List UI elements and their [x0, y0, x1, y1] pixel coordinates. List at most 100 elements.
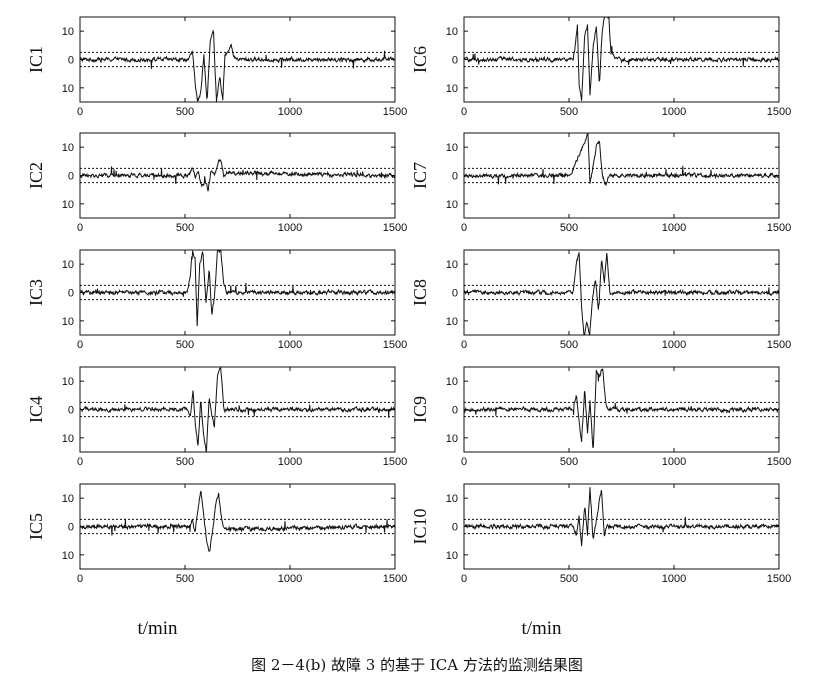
y-tick-label: 0 [452, 171, 458, 183]
series-line [464, 487, 779, 547]
series-line [464, 368, 779, 449]
y-tick-label: 10 [446, 316, 458, 328]
y-tick-label: 10 [446, 433, 458, 445]
y-tick-label: 0 [68, 405, 74, 417]
x-tick-label: 1500 [767, 222, 791, 234]
x-tick-label: 500 [560, 106, 578, 118]
x-tick-label: 500 [176, 222, 194, 234]
y-tick-label: 10 [62, 259, 74, 271]
x-tick-label: 0 [77, 456, 83, 468]
x-tick-label: 0 [461, 573, 467, 585]
x-tick-label: 1500 [383, 456, 407, 468]
x-tick-label: 0 [77, 222, 83, 234]
series-line [80, 367, 395, 452]
x-tick-label: 0 [461, 106, 467, 118]
y-tick-label: 10 [62, 199, 74, 211]
x-tick-label: 1000 [278, 456, 302, 468]
x-tick-label: 1000 [662, 106, 686, 118]
y-tick-label: 0 [452, 522, 458, 534]
x-tick-label: 500 [176, 573, 194, 585]
y-axis-label: IC2 [26, 162, 46, 189]
series-line [80, 250, 395, 327]
x-tick-label: 1000 [278, 339, 302, 351]
y-tick-label: 0 [452, 55, 458, 67]
x-tick-label: 1500 [383, 339, 407, 351]
x-tick-label: 1000 [662, 222, 686, 234]
axes-frame [463, 483, 780, 570]
x-tick-label: 1500 [383, 106, 407, 118]
x-tick-label: 0 [461, 456, 467, 468]
y-tick-label: 10 [62, 433, 74, 445]
series-line [464, 17, 779, 101]
y-axis-label: IC3 [26, 279, 46, 306]
x-tick-label: 0 [461, 339, 467, 351]
y-tick-label: 10 [62, 376, 74, 388]
x-tick-label: 1500 [767, 456, 791, 468]
series-line [80, 29, 395, 102]
x-tick-label: 0 [77, 339, 83, 351]
y-axis-label: IC1 [26, 46, 46, 73]
series-line [80, 490, 395, 552]
x-tick-label: 0 [461, 222, 467, 234]
x-tick-label: 1000 [278, 222, 302, 234]
y-tick-label: 10 [446, 199, 458, 211]
y-tick-label: 0 [68, 522, 74, 534]
x-tick-label: 500 [176, 106, 194, 118]
x-tick-label: 500 [560, 339, 578, 351]
x-tick-label: 500 [560, 573, 578, 585]
x-tick-label: 0 [77, 573, 83, 585]
y-tick-label: 10 [446, 26, 458, 38]
x-tick-label: 500 [560, 456, 578, 468]
y-tick-label: 10 [62, 493, 74, 505]
y-tick-label: 10 [62, 26, 74, 38]
series-line [464, 133, 779, 187]
y-tick-label: 10 [446, 142, 458, 154]
y-tick-label: 0 [68, 171, 74, 183]
x-tick-label: 500 [176, 339, 194, 351]
y-axis-label: IC10 [410, 509, 430, 545]
y-tick-label: 10 [446, 376, 458, 388]
x-tick-label: 1500 [767, 573, 791, 585]
x-axis-label: t/min [521, 618, 562, 639]
x-tick-label: 1000 [662, 573, 686, 585]
x-tick-label: 1000 [662, 456, 686, 468]
y-tick-label: 0 [452, 288, 458, 300]
x-tick-label: 1000 [278, 573, 302, 585]
y-tick-label: 10 [62, 83, 74, 95]
series-line [464, 252, 779, 335]
y-tick-label: 10 [62, 316, 74, 328]
x-tick-label: 1500 [767, 106, 791, 118]
x-tick-label: 1500 [767, 339, 791, 351]
y-tick-label: 10 [446, 550, 458, 562]
y-tick-label: 10 [62, 550, 74, 562]
y-axis-label: IC8 [410, 279, 430, 306]
x-tick-label: 1000 [278, 106, 302, 118]
figure-caption: 图 2－4(b) 故障 3 的基于 ICA 方法的监测结果图 [251, 656, 583, 674]
y-axis-label: IC9 [410, 396, 430, 423]
x-tick-label: 500 [176, 456, 194, 468]
x-tick-label: 0 [77, 106, 83, 118]
y-axis-label: IC7 [410, 162, 430, 189]
y-axis-label: IC6 [410, 46, 430, 73]
y-tick-label: 0 [452, 405, 458, 417]
y-tick-label: 10 [62, 142, 74, 154]
y-tick-label: 10 [446, 259, 458, 271]
x-axis-label: t/min [137, 618, 178, 639]
series-line [80, 158, 395, 192]
y-axis-label: IC4 [26, 396, 46, 423]
x-tick-label: 1000 [662, 339, 686, 351]
y-tick-label: 0 [68, 55, 74, 67]
x-tick-label: 1500 [383, 222, 407, 234]
axes-frame [79, 366, 396, 453]
y-tick-label: 10 [446, 493, 458, 505]
y-tick-label: 10 [446, 83, 458, 95]
